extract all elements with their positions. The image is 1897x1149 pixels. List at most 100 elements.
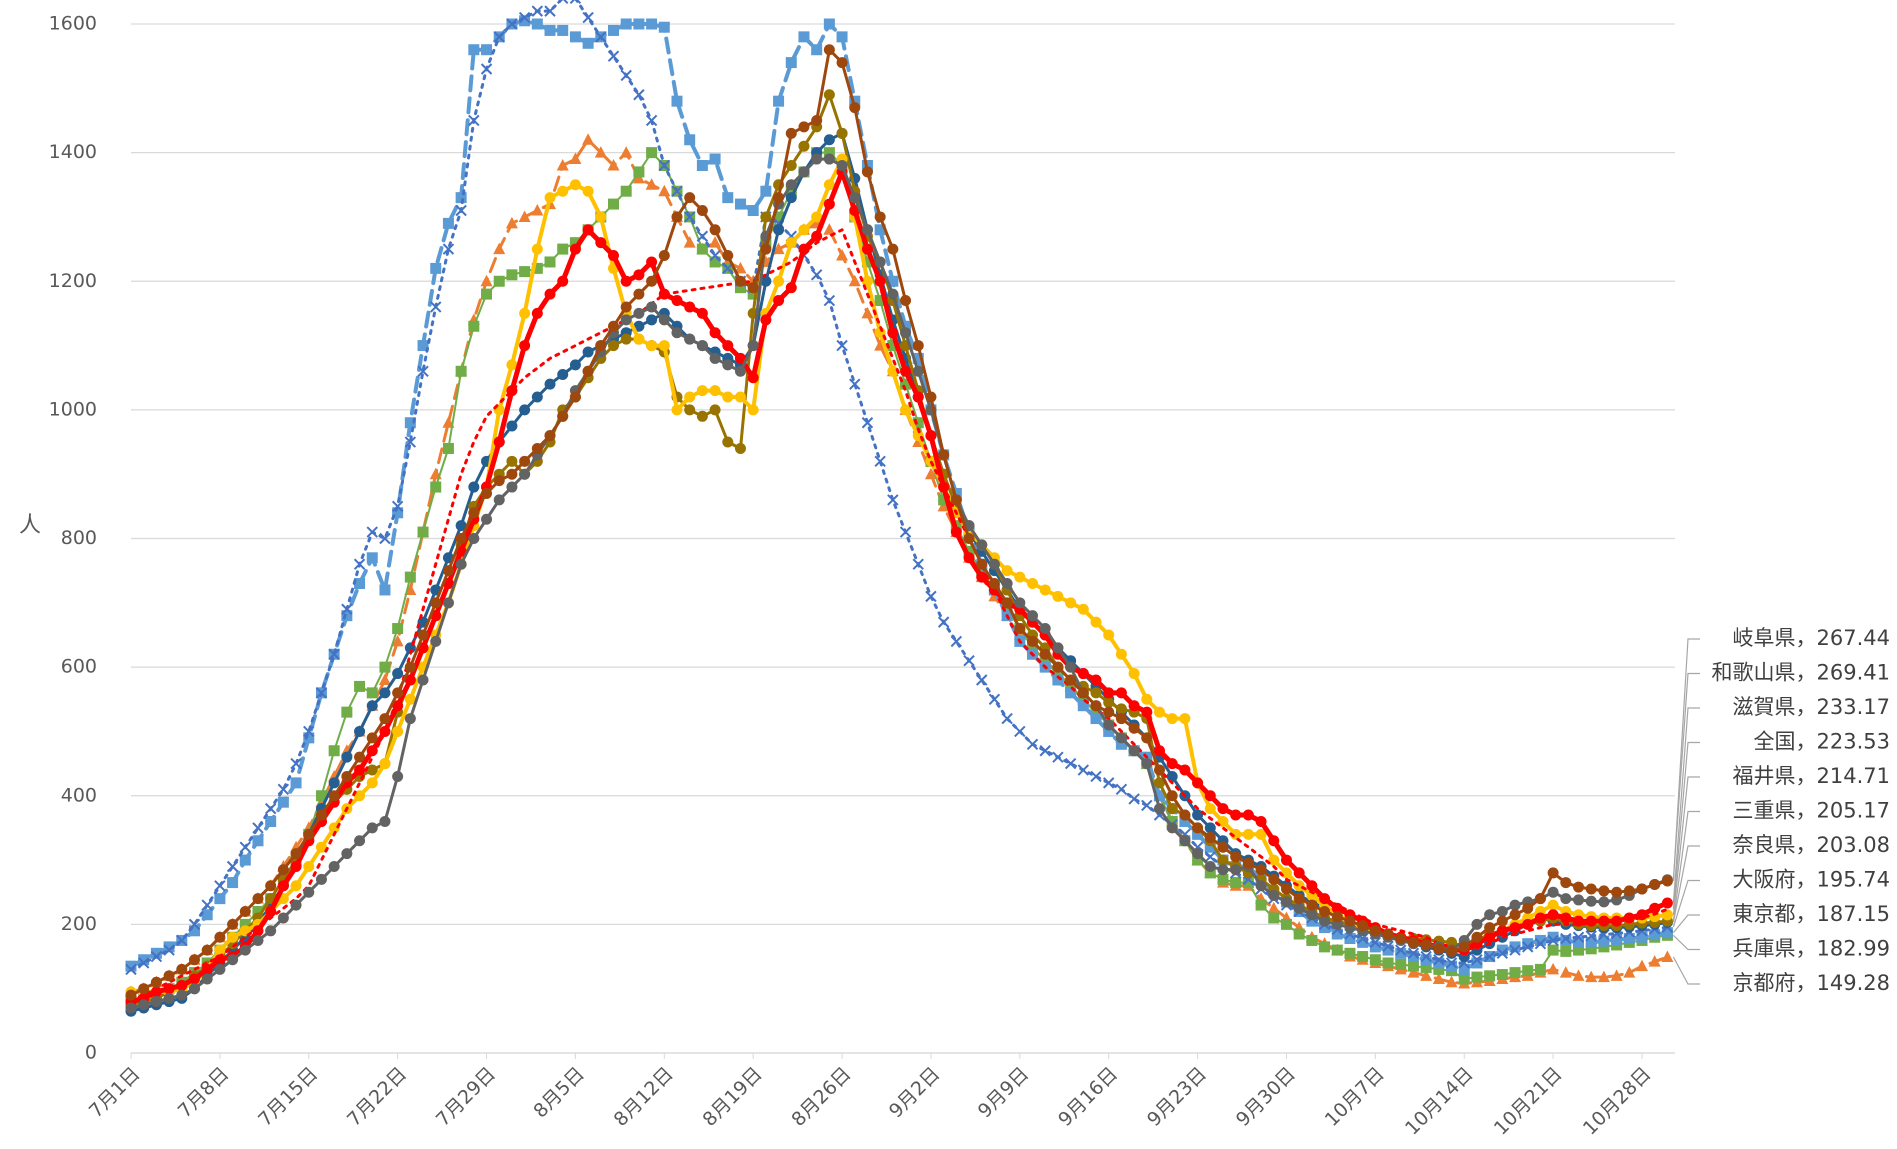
point — [785, 57, 797, 69]
point — [455, 558, 467, 570]
point — [836, 57, 848, 69]
point — [481, 513, 493, 525]
point — [404, 571, 416, 583]
point — [290, 860, 302, 872]
point — [1141, 799, 1153, 812]
point — [341, 848, 353, 860]
point — [887, 494, 899, 506]
point — [633, 320, 645, 332]
point — [849, 95, 861, 107]
point — [1293, 867, 1305, 879]
point — [1331, 928, 1343, 940]
point — [988, 578, 1000, 590]
point — [1649, 879, 1661, 891]
point — [633, 333, 645, 345]
point — [785, 185, 797, 197]
point — [912, 340, 924, 352]
point — [290, 899, 302, 911]
x-tick-label: 9月2日 — [885, 1063, 945, 1123]
point — [1522, 902, 1534, 914]
point — [874, 211, 886, 223]
point — [1509, 944, 1521, 956]
point — [1014, 725, 1026, 738]
point — [239, 918, 251, 930]
point — [594, 146, 607, 158]
point — [1661, 875, 1673, 887]
x-tick-label: 9月23日 — [1143, 1063, 1211, 1131]
point — [607, 158, 620, 171]
point — [1560, 877, 1572, 889]
point — [811, 211, 823, 223]
point — [1230, 851, 1242, 863]
point — [696, 307, 708, 319]
end-label: 福井県，214.71 — [1733, 764, 1890, 788]
point — [239, 841, 251, 853]
point — [874, 224, 886, 236]
point — [1534, 893, 1546, 905]
point — [734, 365, 746, 377]
point — [671, 211, 683, 223]
point — [354, 725, 366, 737]
point — [1661, 950, 1674, 962]
point — [658, 340, 670, 352]
point — [1445, 975, 1458, 988]
leader-line — [1672, 934, 1700, 951]
point — [1573, 944, 1585, 956]
leader-line — [1672, 810, 1700, 922]
point — [1509, 922, 1521, 934]
point — [557, 275, 569, 287]
point — [823, 44, 835, 56]
point — [214, 931, 226, 943]
point — [303, 828, 315, 840]
point — [1534, 912, 1546, 924]
point — [734, 282, 746, 294]
point — [1179, 713, 1191, 725]
point — [1331, 944, 1343, 956]
point — [1496, 925, 1508, 937]
point — [557, 243, 569, 255]
point — [1242, 809, 1254, 821]
point — [556, 158, 569, 171]
point — [1547, 899, 1559, 911]
point — [519, 307, 531, 319]
point — [417, 526, 429, 538]
point — [176, 934, 188, 947]
point — [315, 790, 327, 802]
point — [684, 391, 696, 403]
point — [392, 687, 404, 699]
point — [1661, 909, 1673, 921]
point — [595, 340, 607, 352]
point — [1204, 822, 1216, 834]
point — [608, 198, 620, 210]
point — [379, 713, 391, 725]
point — [633, 269, 645, 281]
point — [1382, 940, 1394, 952]
point — [125, 960, 137, 972]
point — [836, 159, 848, 171]
point — [1077, 700, 1089, 712]
point — [493, 242, 506, 255]
point — [1597, 970, 1610, 983]
point — [1014, 597, 1026, 609]
point — [861, 224, 873, 236]
point — [353, 558, 366, 570]
point — [773, 295, 785, 307]
point — [188, 918, 201, 931]
point — [785, 192, 797, 204]
point — [1306, 899, 1318, 911]
point — [1395, 933, 1407, 945]
point — [227, 918, 239, 930]
y-tick-label: 400 — [61, 784, 97, 806]
point — [404, 661, 416, 673]
point — [1573, 936, 1585, 948]
point — [1166, 815, 1178, 827]
point — [1496, 944, 1508, 956]
point — [696, 410, 708, 422]
point — [734, 391, 746, 403]
point — [315, 809, 327, 821]
series-line — [129, 93, 1669, 1007]
point — [1039, 655, 1051, 667]
point — [1039, 584, 1051, 596]
point — [1001, 603, 1013, 615]
point — [1560, 934, 1572, 946]
